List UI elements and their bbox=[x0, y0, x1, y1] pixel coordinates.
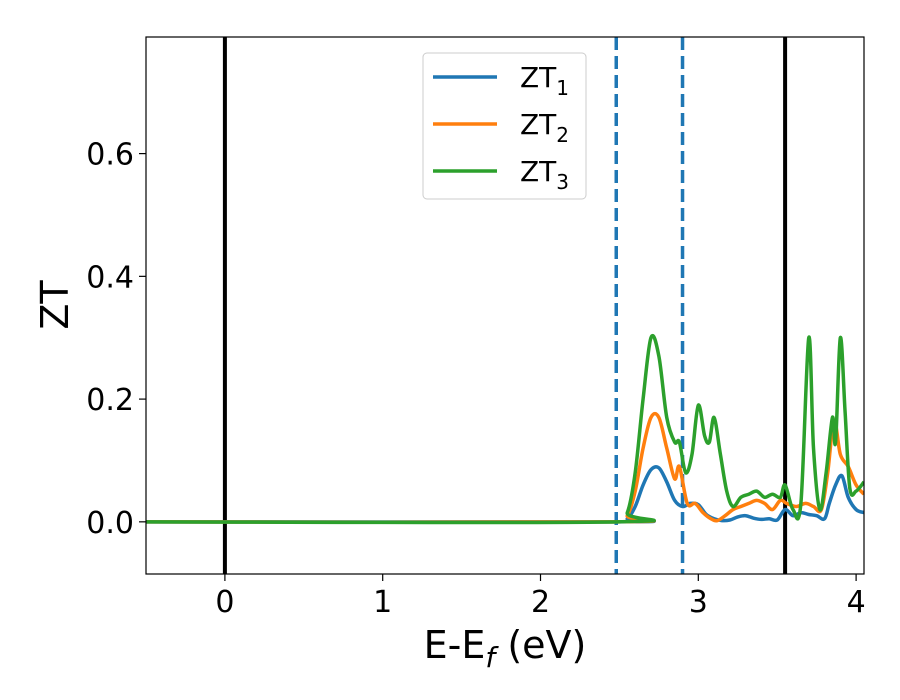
x-axis: 0 1 2 3 4 bbox=[215, 574, 865, 620]
y-tick-label: 0.6 bbox=[86, 138, 134, 173]
x-tick-label: 0 bbox=[215, 585, 234, 620]
series-line-1 bbox=[146, 467, 864, 522]
y-tick-label: 0.4 bbox=[86, 260, 134, 295]
y-axis-label: ZT bbox=[33, 280, 77, 330]
x-axis-label: E-Ef (eV) bbox=[424, 623, 587, 674]
y-tick-label: 0.0 bbox=[86, 506, 134, 541]
x-tick-label: 1 bbox=[373, 585, 392, 620]
series-line-3 bbox=[146, 336, 864, 523]
y-tick-label: 0.2 bbox=[86, 383, 134, 418]
x-tick-label: 4 bbox=[847, 585, 866, 620]
series-line-2 bbox=[146, 414, 864, 523]
x-tick-label: 3 bbox=[689, 585, 708, 620]
y-axis: 0.0 0.2 0.4 0.6 bbox=[86, 138, 146, 541]
x-tick-label: 2 bbox=[531, 585, 550, 620]
